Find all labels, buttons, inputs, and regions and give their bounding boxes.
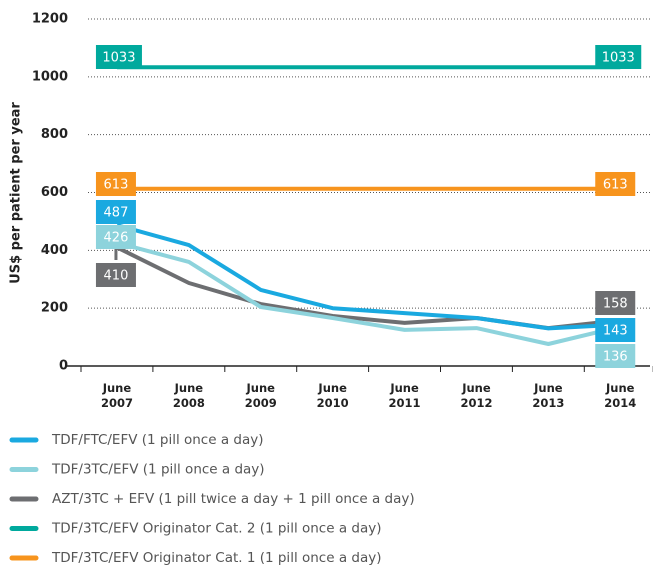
data-label: 613 xyxy=(603,178,628,193)
label-box xyxy=(95,225,136,249)
x-tick-label: June 2013 xyxy=(532,381,564,410)
x-tick-label: June 2011 xyxy=(389,381,421,410)
legend-label: TDF/3TC/EFV (1 pill once a day) xyxy=(51,462,265,478)
x-tick-label: June 2012 xyxy=(460,381,492,410)
x-tick-label: June 2014 xyxy=(604,381,636,410)
y-tick-label: 400 xyxy=(41,243,68,258)
label-box xyxy=(95,45,142,69)
series-line xyxy=(116,240,621,346)
data-label: 1033 xyxy=(102,51,135,66)
legend-label: TDF/3TC/EFV Originator Cat. 2 (1 pill on… xyxy=(51,521,381,537)
y-tick-label: 1000 xyxy=(32,69,68,84)
x-tick-label: June 2008 xyxy=(173,381,205,410)
data-label: 426 xyxy=(104,231,129,246)
y-tick-label: 1200 xyxy=(32,12,68,27)
x-tick-label: June 2007 xyxy=(101,381,133,410)
y-tick-label: 0 xyxy=(59,359,68,374)
data-label: 1033 xyxy=(602,51,635,66)
label-box xyxy=(595,172,636,196)
data-label: 143 xyxy=(603,324,628,339)
label-box xyxy=(95,263,136,287)
x-tick-label: June 2009 xyxy=(245,381,277,410)
data-label: 487 xyxy=(104,206,129,221)
data-label: 410 xyxy=(104,269,129,284)
label-box xyxy=(95,200,136,224)
label-box xyxy=(595,291,636,315)
legend-label: TDF/3TC/EFV Originator Cat. 1 (1 pill on… xyxy=(51,550,381,566)
y-axis-label: US$ per patient per year xyxy=(9,102,24,284)
y-tick-label: 600 xyxy=(41,185,68,200)
legend-label: AZT/3TC + EFV (1 pill twice a day + 1 pi… xyxy=(52,491,415,507)
label-box xyxy=(595,318,636,342)
y-tick-label: 800 xyxy=(41,127,68,142)
data-label: 136 xyxy=(603,350,628,365)
x-tick-label: June 2010 xyxy=(317,381,349,410)
label-box xyxy=(595,45,642,69)
legend-label: TDF/FTC/EFV (1 pill once a day) xyxy=(51,432,264,448)
series-line xyxy=(116,223,621,331)
label-box xyxy=(595,344,636,368)
label-box xyxy=(95,172,136,196)
series-line xyxy=(116,245,621,331)
data-label: 613 xyxy=(104,178,129,193)
data-label: 158 xyxy=(603,297,628,312)
y-tick-label: 200 xyxy=(41,301,68,316)
